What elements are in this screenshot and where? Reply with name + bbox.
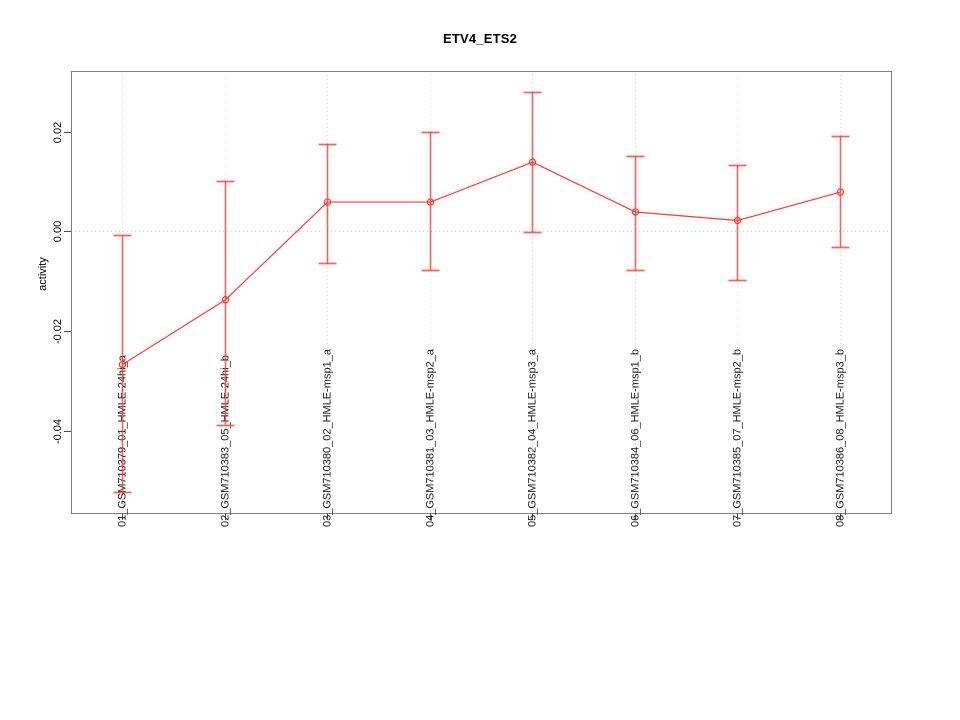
- y-tick-label: -0.04: [52, 419, 64, 444]
- grid-layer: [71, 71, 891, 513]
- y-axis: 0.02 0.00 -0.02 -0.04: [52, 122, 71, 444]
- data-point-marker: [118, 360, 127, 369]
- x-tick-label: 04_GSM710381_03_HMLE-msp2_a: [424, 348, 436, 527]
- data-point-marker: [323, 198, 332, 206]
- x-tick-label: 07_GSM710385_07_HMLE-msp2_b: [731, 349, 743, 527]
- series-line: [122, 161, 841, 366]
- axis-frame: [71, 71, 892, 514]
- data-point-marker: [528, 158, 537, 166]
- y-tick-label: 0.00: [52, 221, 64, 242]
- data-point-marker: [631, 208, 640, 216]
- data-point-marker: [221, 296, 230, 304]
- x-tick-label: 05_GSM710382_04_HMLE-msp3_a: [526, 348, 538, 527]
- data-series: [113, 91, 850, 494]
- x-tick-label: 03_GSM710380_02_HMLE-msp1_a: [321, 348, 333, 527]
- x-tick-label: 02_GSM710383_05_HMLE-24hi_b: [219, 355, 231, 527]
- x-tick-label: 08_GSM710386_08_HMLE-msp3_b: [834, 349, 846, 527]
- page-title: ETV4_ETS2: [442, 31, 518, 46]
- y-tick-label: 0.02: [52, 122, 64, 143]
- data-point-marker: [733, 216, 742, 225]
- x-tick-label: 06_GSM710384_06_HMLE-msp1_b: [629, 349, 641, 527]
- data-point-marker: [836, 188, 845, 196]
- data-point-marker: [426, 198, 435, 206]
- y-tick-label: -0.02: [52, 319, 64, 344]
